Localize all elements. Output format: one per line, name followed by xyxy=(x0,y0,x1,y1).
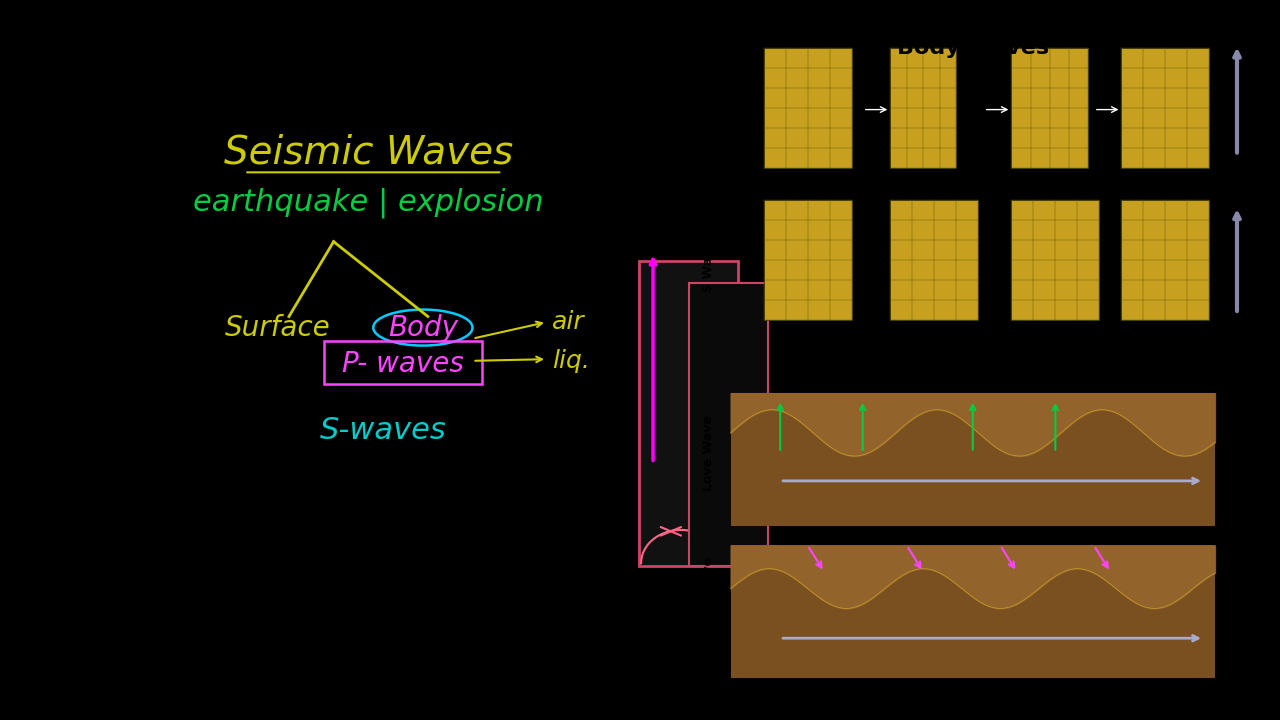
Text: S-waves: S-waves xyxy=(320,415,447,445)
Text: P Waves: P Waves xyxy=(703,78,716,138)
Text: Love Wave: Love Wave xyxy=(703,415,716,490)
Bar xyxy=(1011,48,1088,168)
Text: P- waves: P- waves xyxy=(342,350,463,377)
Bar xyxy=(1121,48,1210,168)
Text: earthquake | explosion: earthquake | explosion xyxy=(193,188,544,218)
FancyBboxPatch shape xyxy=(639,261,739,566)
Bar xyxy=(891,200,978,320)
Text: Seismic Waves: Seismic Waves xyxy=(224,134,513,172)
Text: Rayleigh Wave: Rayleigh Wave xyxy=(703,557,716,660)
Text: S Wave: S Wave xyxy=(703,240,716,292)
Bar xyxy=(764,48,851,168)
Text: Surface Waves: Surface Waves xyxy=(881,370,1065,390)
Text: liq.: liq. xyxy=(552,348,590,373)
Text: Body Waves: Body Waves xyxy=(897,38,1048,58)
Bar xyxy=(731,393,1215,526)
FancyBboxPatch shape xyxy=(689,283,768,566)
Bar xyxy=(764,200,851,320)
Bar xyxy=(1121,200,1210,320)
Text: air: air xyxy=(552,310,585,334)
Bar xyxy=(731,546,1215,678)
Text: Body: Body xyxy=(388,314,458,341)
Text: Surface: Surface xyxy=(224,314,330,341)
Bar xyxy=(891,48,956,168)
Bar xyxy=(1011,200,1100,320)
Text: khanacademy.org: khanacademy.org xyxy=(873,611,1033,629)
